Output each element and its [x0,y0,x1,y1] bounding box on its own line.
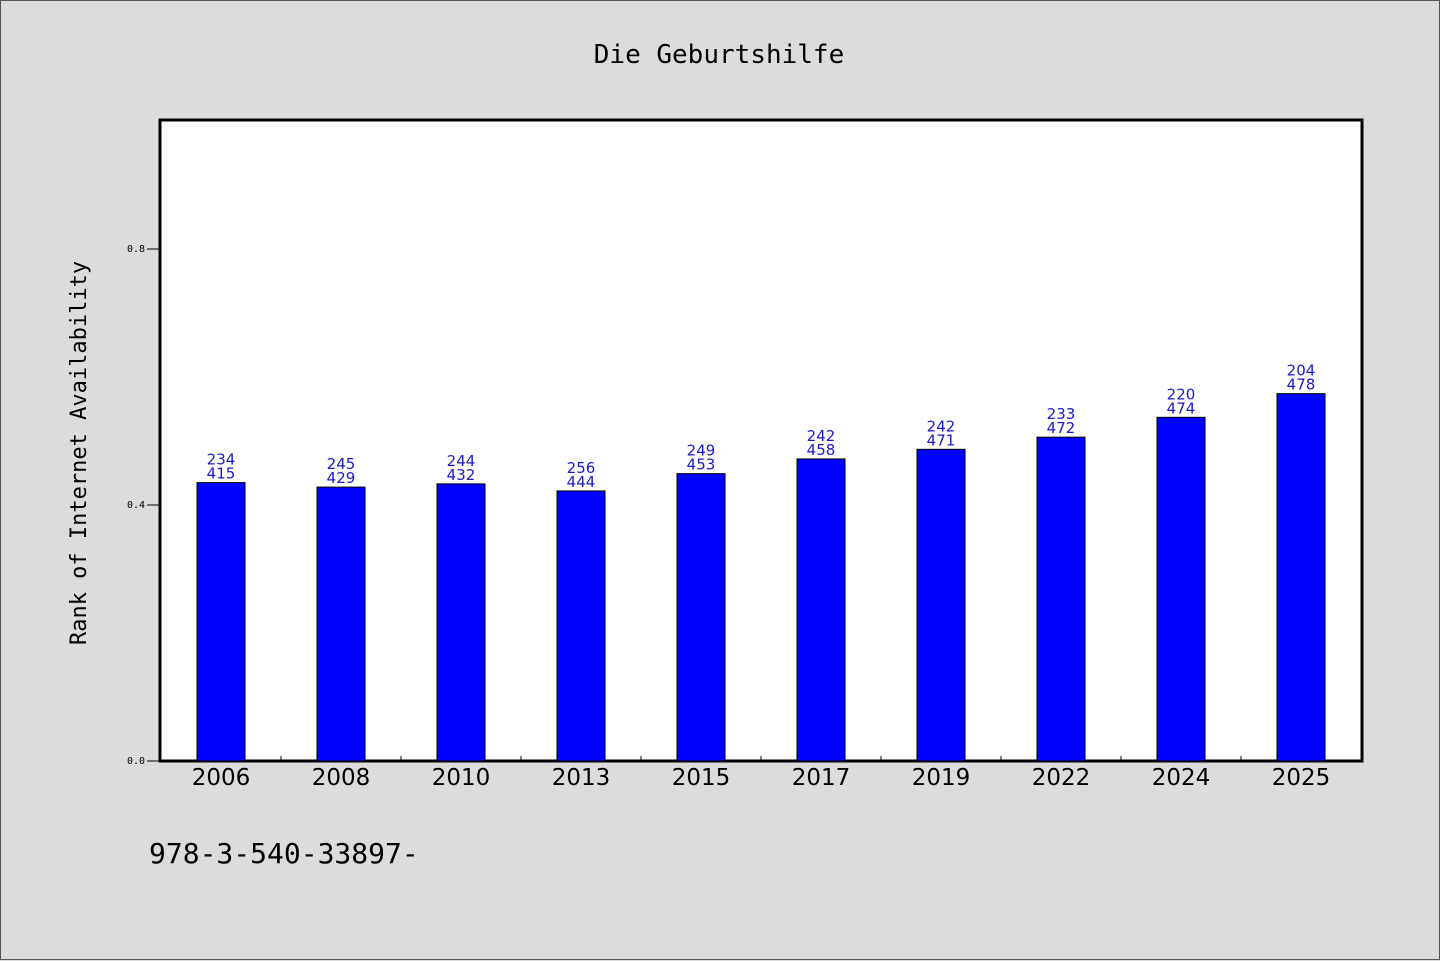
x-tick-label-2024: 2024 [1152,765,1211,791]
data-label-2022-1: 233 [1047,405,1076,423]
x-axis: 2006 2008 2010 2013 2015 2017 2019 2022 2024 2025 [192,756,1331,791]
x-tick-label-2010: 2010 [432,765,491,791]
y-axis-label: Rank of Internet Availability [67,261,92,645]
data-label-2006-1: 234 [207,451,236,469]
data-label-2008-2: 429 [327,469,356,487]
bar-2008 [316,486,366,762]
x-tick-label-2015: 2015 [672,765,731,791]
data-label-2025-1: 204 [1287,362,1316,380]
data-label-2019-1: 242 [927,417,956,435]
data-label-2017-1: 242 [807,427,836,445]
x-tick-label-2025: 2025 [1272,765,1331,791]
data-label-2006-2: 415 [207,465,236,483]
bar-2010 [436,483,486,762]
bar-2013 [556,490,606,762]
y-tick-label-0.0: 0.0 [127,756,145,767]
bar-2022 [1036,436,1086,762]
data-label-2017-2: 458 [807,441,836,459]
data-label-2015-2: 453 [687,456,716,474]
x-tick-label-2019: 2019 [912,765,971,791]
bar-2025 [1276,393,1326,762]
data-label-2024-2: 474 [1167,399,1196,417]
y-tick-label-0.8: 0.8 [127,244,145,255]
chart-title: Die Geburtshilfe [594,40,844,70]
bar-2015 [676,473,726,762]
data-label-2010-2: 432 [447,466,476,484]
bar-2024 [1156,416,1206,762]
y-tick-label-0.4: 0.4 [127,500,145,511]
y-axis: 0.0 0.4 0.8 [127,244,161,767]
bar-2017 [796,458,846,762]
data-label-2013-1: 256 [567,459,596,477]
x-tick-label-2008: 2008 [312,765,371,791]
data-label-2019-2: 471 [927,431,956,449]
data-label-2013-2: 444 [567,473,596,491]
data-label-2010-1: 244 [447,452,476,470]
x-tick-label-2013: 2013 [552,765,611,791]
data-label-2025-2: 478 [1287,376,1316,394]
x-tick-label-2006: 2006 [192,765,251,791]
data-label-2022-2: 472 [1047,419,1076,437]
data-label-2008-1: 245 [327,455,356,473]
bar-2019 [916,448,966,762]
x-tick-label-2022: 2022 [1032,765,1091,791]
bar-2006 [196,482,246,762]
x-tick-label-2017: 2017 [792,765,851,791]
bars-group [196,393,1326,762]
data-label-2024-1: 220 [1167,385,1196,403]
footnote-isbn: 978-3-540-33897- [149,837,419,870]
data-label-2015-1: 249 [687,442,716,460]
